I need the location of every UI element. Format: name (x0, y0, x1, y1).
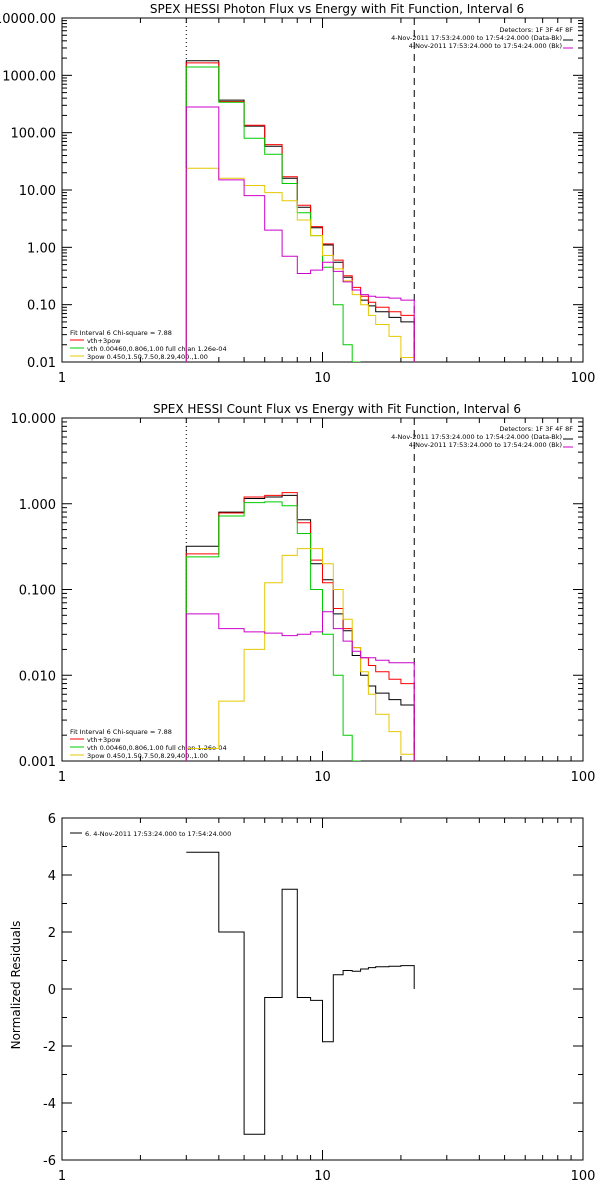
series-vth (185, 66, 361, 362)
y-tick-label: 1.000 (19, 498, 56, 513)
plot-frame (61, 17, 584, 363)
y-tick-label: 0.010 (19, 669, 56, 684)
x-tick-label: 100 (571, 770, 596, 785)
x-tick-label: 1 (58, 371, 66, 386)
legend-data-bk: 4-Nov-2011 17:53:24.000 to 17:54:24.000 … (391, 433, 562, 441)
plot-frame (61, 817, 584, 1161)
legend-detectors: Detectors: 1F 3F 4F 8F (499, 26, 573, 34)
x-tick-label: 10 (314, 770, 331, 785)
legend-vth: vth 0.00460,0.806,1.00 full chian 1.26e-… (87, 744, 227, 752)
y-tick-label: 1.00 (27, 241, 56, 256)
x-tick-label: 100 (571, 1169, 596, 1184)
y-tick-label: -2 (43, 1040, 56, 1055)
y-tick-label: 0.10 (27, 299, 56, 314)
legend-model-total: vth+3pow (87, 736, 121, 744)
chart-title: SPEX HESSI Photon Flux vs Energy with Fi… (150, 2, 524, 16)
legend-fit-interval: Fit Interval 6 Chi-square = 7.88 (70, 329, 172, 337)
y-axis-label: Normalized Residuals (9, 921, 23, 1050)
legend-bk: 4-Nov-2011 17:53:24.000 to 17:54:24.000 … (409, 42, 562, 50)
chart-title: SPEX HESSI Count Flux vs Energy with Fit… (153, 402, 521, 416)
y-tick-label: 10.00 (19, 184, 56, 199)
legend-3pow: 3pow 0.450,1.50,7.50,8.29,400.,1.00 (87, 752, 208, 760)
photon-flux-panel: SPEX HESSI Photon Flux vs Energy with Fi… (0, 2, 595, 386)
series-vth-3pow (185, 492, 415, 761)
legend-model-total: vth+3pow (87, 337, 121, 345)
series-bk (185, 106, 415, 362)
y-tick-label: -4 (43, 1097, 56, 1112)
residuals-panel: Normalized Residuals 6. 4-Nov-2011 17:53… (9, 812, 595, 1184)
y-tick-label: 1000.00 (2, 69, 56, 84)
series-residuals (186, 851, 415, 1135)
series-vth (185, 501, 361, 761)
legend-bk: 4-Nov-2011 17:53:24.000 to 17:54:24.000 … (409, 441, 562, 449)
series-3pow (185, 548, 415, 761)
y-tick-label: 6 (48, 812, 56, 827)
legend-fit-interval: Fit Interval 6 Chi-square = 7.88 (70, 728, 172, 736)
y-tick-label: 10000.00 (0, 12, 56, 27)
x-tick-label: 1 (58, 1169, 66, 1184)
y-tick-label: 0 (48, 983, 56, 998)
x-tick-label: 10 (314, 371, 331, 386)
y-tick-label: 4 (48, 869, 56, 884)
legend-interval: 6. 4-Nov-2011 17:53:24.000 to 17:54:24.0… (85, 830, 231, 838)
series-vth-3pow (185, 62, 415, 362)
y-tick-label: 0.001 (19, 755, 56, 770)
series-data-bk (185, 60, 415, 362)
x-tick-label: 1 (58, 770, 66, 785)
legend-3pow: 3pow 0.450,1.50,7.50,8.29,400.,1.00 (87, 353, 208, 361)
y-tick-label: -6 (43, 1154, 56, 1169)
y-tick-label: 0.01 (27, 356, 56, 371)
series-3pow (185, 167, 415, 362)
x-tick-label: 100 (571, 371, 596, 386)
x-tick-label: 10 (314, 1169, 331, 1184)
series-bk (185, 611, 415, 761)
y-tick-label: 0.100 (19, 584, 56, 599)
count-flux-panel: SPEX HESSI Count Flux vs Energy with Fit… (11, 402, 596, 785)
y-tick-label: 100.00 (11, 127, 57, 142)
legend-vth: vth 0.00460,0.806,1.00 full chian 1.26e-… (87, 345, 227, 353)
y-tick-label: 2 (48, 926, 56, 941)
y-tick-label: 10.000 (11, 412, 57, 427)
legend-data-bk: 4-Nov-2011 17:53:24.000 to 17:54:24.000 … (391, 34, 562, 42)
legend-detectors: Detectors: 1F 3F 4F 8F (499, 425, 573, 433)
